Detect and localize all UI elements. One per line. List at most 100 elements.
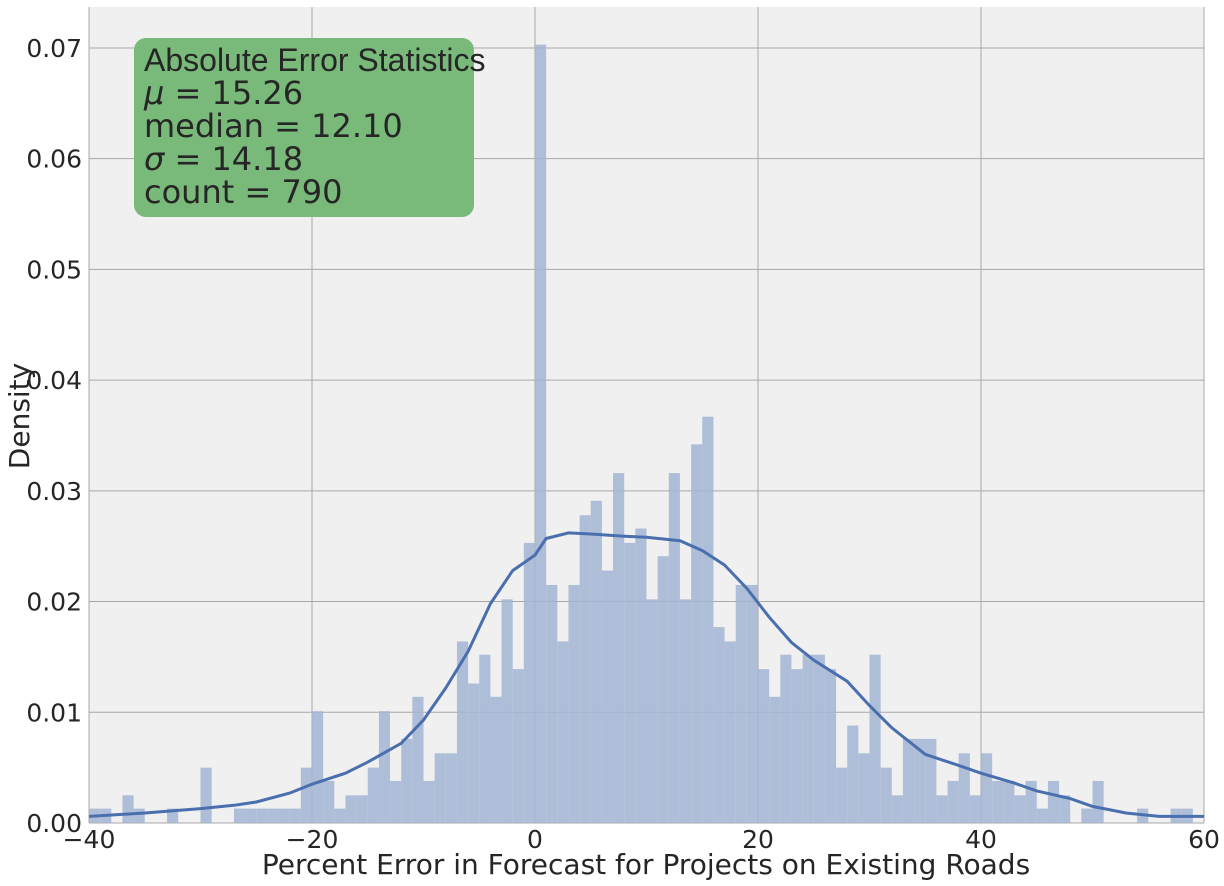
histogram-bar-40 xyxy=(535,44,547,823)
stats-line-μ: μ = 15.26 xyxy=(143,74,303,112)
histogram-bar-82 xyxy=(1003,780,1015,823)
y-tick-label: 0.07 xyxy=(26,34,82,63)
histogram-bar-65 xyxy=(813,654,825,823)
histogram-bar-23 xyxy=(345,795,357,823)
histogram-bar-50 xyxy=(646,599,658,823)
tick-labels: −40 −20 0 20 40 60 0.00 0.01 0.02 0.03 0.04 0.05 0.0… xyxy=(26,34,1220,854)
stats-line-median: median = 12.10 xyxy=(144,107,403,145)
histogram-bar-87 xyxy=(1059,795,1071,823)
y-tick-label: 0.00 xyxy=(26,809,82,838)
histogram-bar-3 xyxy=(122,795,134,823)
histogram-bar-21 xyxy=(323,780,335,823)
histogram-bar-18 xyxy=(289,808,301,823)
histogram-bar-75 xyxy=(925,738,937,823)
x-tick-label: 60 xyxy=(1188,825,1220,854)
y-tick-label: 0.06 xyxy=(26,145,82,174)
x-tick-label: 40 xyxy=(965,825,997,854)
histogram-bar-30 xyxy=(423,780,435,823)
histogram-bar-47 xyxy=(613,473,625,823)
histogram-bar-66 xyxy=(824,669,837,823)
stats-box-background xyxy=(134,38,474,217)
x-tick-label: −40 xyxy=(63,825,116,854)
histogram-bar-83 xyxy=(1014,795,1026,823)
stats-line-count: count = 790 xyxy=(144,173,343,211)
histogram-bar-16 xyxy=(267,808,279,823)
y-tick-label: 0.03 xyxy=(26,477,82,506)
histogram-bar-54 xyxy=(691,444,703,823)
x-axis-label: Percent Error in Forecast for Projects o… xyxy=(262,848,1030,881)
histogram-bar-46 xyxy=(601,570,614,823)
histogram-bar-10 xyxy=(200,767,212,823)
histogram-bar-37 xyxy=(501,599,513,823)
histogram-bar-63 xyxy=(791,669,803,823)
histogram-bars xyxy=(89,44,1193,823)
histogram-bar-17 xyxy=(278,808,290,823)
histogram-bar-86 xyxy=(1047,780,1060,823)
x-tick-label: 20 xyxy=(742,825,774,854)
histogram-bar-32 xyxy=(445,753,457,823)
histogram-bar-77 xyxy=(947,780,959,823)
histogram-bar-4 xyxy=(133,808,145,823)
histogram-bar-49 xyxy=(635,528,647,823)
histogram-bar-74 xyxy=(914,738,926,823)
y-tick-label: 0.01 xyxy=(26,698,82,727)
histogram-bar-19 xyxy=(300,767,312,823)
histogram-bar-36 xyxy=(490,696,502,823)
histogram-bar-78 xyxy=(958,753,970,823)
histogram-bar-84 xyxy=(1025,780,1037,823)
histogram-bar-35 xyxy=(479,654,491,823)
stats-line-σ: σ = 14.18 xyxy=(144,140,303,178)
histogram-bar-69 xyxy=(858,753,870,823)
histogram-bar-13 xyxy=(233,808,246,823)
histogram-bar-60 xyxy=(758,669,770,823)
histogram-bar-80 xyxy=(981,753,993,823)
histogram-bar-7 xyxy=(167,808,179,823)
histogram-bar-33 xyxy=(456,641,469,823)
histogram-bar-51 xyxy=(657,556,669,823)
histogram-bar-59 xyxy=(746,584,758,823)
histogram-bar-58 xyxy=(735,584,747,823)
histogram-bar-26 xyxy=(378,711,391,823)
histogram-bar-20 xyxy=(312,711,324,823)
histogram-bar-15 xyxy=(256,808,268,823)
kde-curve xyxy=(88,531,1204,818)
histogram-bar-28 xyxy=(401,738,413,823)
histogram-bar-90 xyxy=(1092,780,1104,823)
histogram-bar-56 xyxy=(713,627,725,823)
y-tick-label: 0.04 xyxy=(26,366,82,395)
histogram-bar-27 xyxy=(390,780,402,823)
histogram-bar-34 xyxy=(468,683,480,823)
histogram-bar-68 xyxy=(847,725,859,823)
x-tick-label: 0 xyxy=(527,825,543,854)
histogram-bar-52 xyxy=(668,473,680,823)
histogram-bar-70 xyxy=(869,654,881,823)
histogram-bar-41 xyxy=(546,584,558,823)
histogram-bar-25 xyxy=(367,767,379,823)
histogram-bar-76 xyxy=(936,795,948,823)
histogram-bar-31 xyxy=(434,753,446,823)
histogram-bar-53 xyxy=(679,599,692,823)
histogram-bar-89 xyxy=(1081,808,1093,823)
stats-annotation: Absolute Error Statistics μ = 15.26media… xyxy=(134,38,485,217)
histogram-bar-67 xyxy=(836,767,848,823)
histogram-bar-39 xyxy=(523,542,535,823)
histogram-bar-14 xyxy=(245,808,257,823)
histogram-bar-72 xyxy=(891,795,903,823)
histogram-bar-24 xyxy=(356,795,368,823)
histogram-bar-55 xyxy=(702,416,714,823)
histogram-bar-22 xyxy=(334,808,346,823)
histogram-bar-81 xyxy=(992,780,1004,823)
histogram-bar-71 xyxy=(880,767,892,823)
y-axis-label: Density xyxy=(3,363,36,469)
histogram-bar-85 xyxy=(1036,808,1048,823)
histogram-bar-44 xyxy=(579,515,591,823)
histogram-bar-73 xyxy=(902,738,915,823)
histogram-bar-38 xyxy=(512,669,524,823)
stats-title: Absolute Error Statistics xyxy=(144,42,485,78)
histogram-bar-57 xyxy=(724,641,736,823)
histogram-bar-62 xyxy=(780,654,792,823)
x-tick-label: −20 xyxy=(286,825,339,854)
histogram-bar-43 xyxy=(568,584,580,823)
